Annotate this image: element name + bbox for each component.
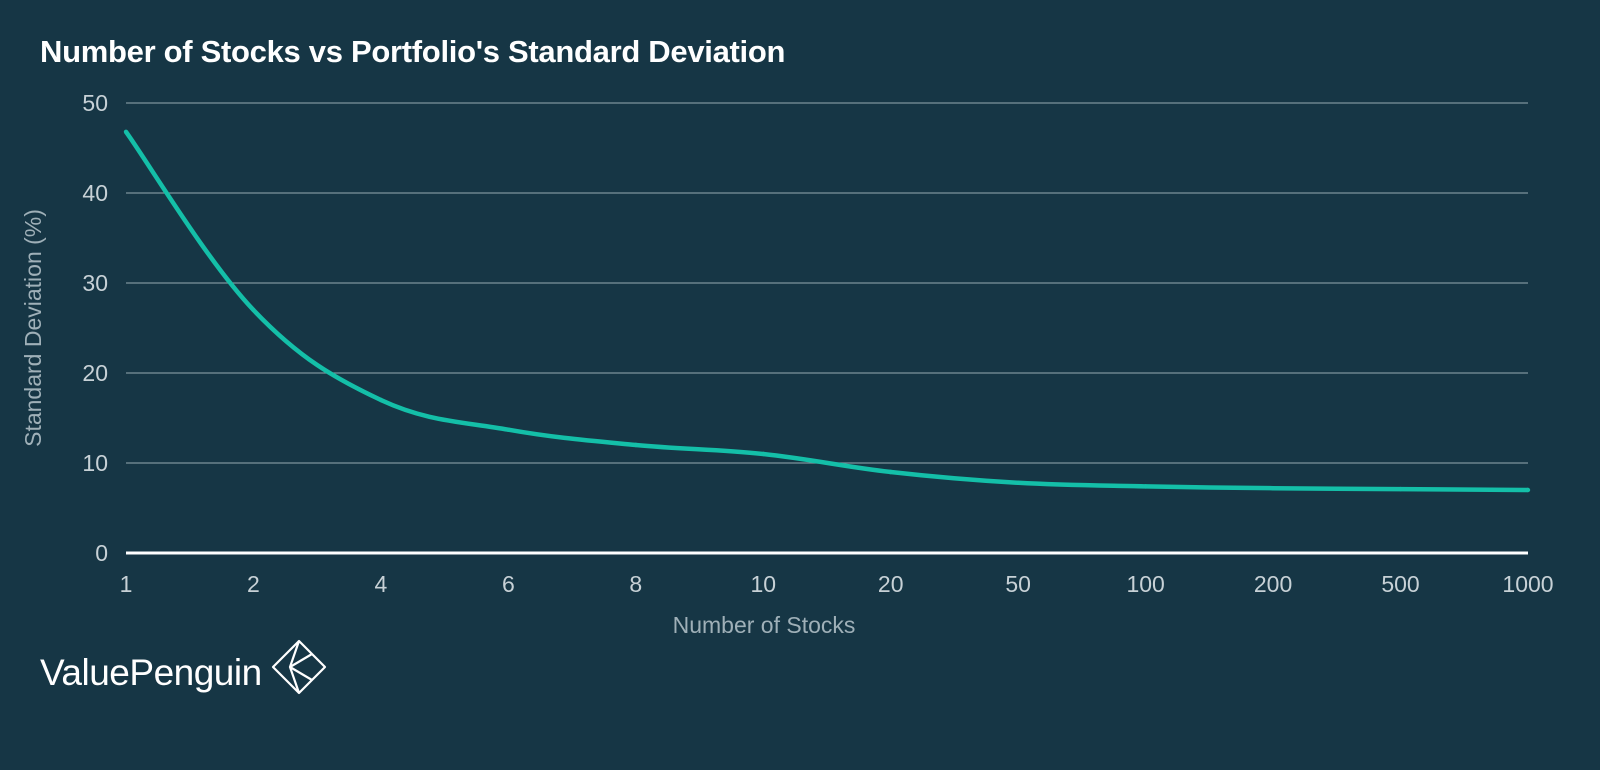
- chart-title: Number of Stocks vs Portfolio's Standard…: [40, 34, 786, 69]
- y-tick-label: 10: [82, 450, 108, 476]
- y-tick-label: 20: [82, 360, 108, 386]
- data-point: [123, 129, 129, 134]
- x-axis-title: Number of Stocks: [673, 612, 856, 638]
- x-tick-label: 50: [1005, 571, 1031, 597]
- series-group: [123, 129, 1531, 493]
- brand-logo: ValuePenguin: [40, 639, 328, 696]
- x-tick-label: 20: [878, 571, 904, 597]
- y-tick-label: 40: [82, 180, 108, 206]
- series-line: [124, 130, 1529, 493]
- x-tick-label: 1000: [1502, 571, 1553, 597]
- data-point: [378, 397, 384, 403]
- y-tick-label: 30: [82, 270, 108, 296]
- y-tick-label: 0: [95, 540, 108, 566]
- x-tick-label: 8: [629, 571, 642, 597]
- y-axis-ticks: 0 10 20 30 40 50: [82, 90, 108, 566]
- data-point: [1270, 486, 1276, 491]
- x-tick-label: 500: [1381, 571, 1419, 597]
- y-axis-title: Standard Deviation (%): [20, 209, 46, 447]
- data-point: [888, 469, 893, 475]
- brand-name: ValuePenguin: [40, 652, 262, 693]
- x-tick-label: 2: [247, 571, 260, 597]
- x-axis-ticks: 1 2 4 6 8 10 20 50 100 200 500 1000: [120, 571, 1554, 597]
- x-tick-label: 1: [120, 571, 133, 597]
- data-point: [1398, 486, 1403, 492]
- data-point: [1143, 484, 1148, 489]
- x-tick-label: 6: [502, 571, 515, 597]
- data-point: [506, 427, 511, 432]
- x-tick-label: 200: [1254, 571, 1292, 597]
- data-point: [633, 442, 639, 448]
- x-tick-label: 100: [1126, 571, 1164, 597]
- x-tick-label: 4: [375, 571, 388, 597]
- data-point: [761, 451, 766, 457]
- x-tick-label: 10: [750, 571, 776, 597]
- data-point: [1525, 487, 1531, 493]
- data-point: [1015, 480, 1021, 485]
- data-point: [251, 307, 256, 313]
- y-tick-label: 50: [82, 90, 108, 116]
- gridlines: [126, 102, 1528, 555]
- penguin-diamond-icon: [271, 639, 326, 695]
